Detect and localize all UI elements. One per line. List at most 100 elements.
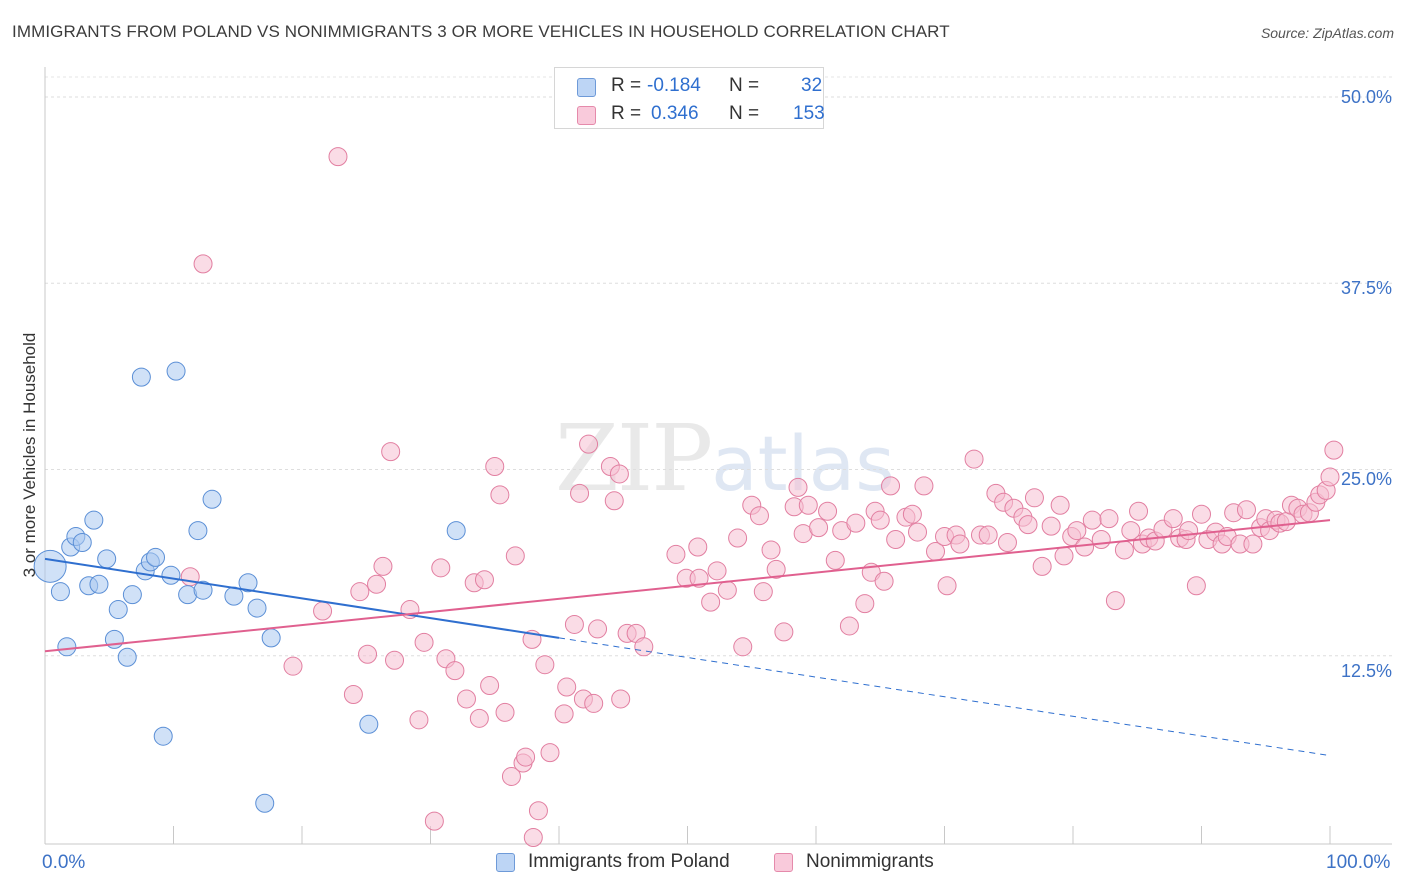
point-nonimmigrants — [1114, 540, 1134, 560]
axes — [44, 67, 1392, 845]
point-nonimmigrants — [809, 518, 829, 538]
point-nonimmigrants — [874, 571, 894, 591]
point-immigrants-from-poland — [238, 573, 258, 593]
point-nonimmigrants — [609, 464, 629, 484]
trend-line-poland — [44, 557, 560, 639]
point-nonimmigrants — [535, 655, 555, 675]
point-immigrants-from-poland — [72, 533, 92, 553]
point-nonimmigrants — [717, 580, 737, 600]
point-nonimmigrants — [766, 559, 786, 579]
point-nonimmigrants — [1236, 500, 1256, 520]
n-value-poland: 32 — [801, 75, 823, 96]
swatch-nonimmigrants — [577, 106, 596, 125]
point-immigrants-from-poland — [202, 489, 222, 509]
y-tick-label-37-5: 37.5% — [1340, 278, 1392, 298]
n-label: N = — [729, 75, 760, 96]
point-nonimmigrants — [1091, 530, 1111, 550]
point-nonimmigrants — [666, 544, 686, 564]
point-nonimmigrants — [516, 747, 536, 767]
point-nonimmigrants — [902, 504, 922, 524]
point-immigrants-from-poland — [117, 647, 137, 667]
point-nonimmigrants — [870, 510, 890, 530]
legend-label-nonimmigrants: Nonimmigrants — [806, 851, 934, 872]
point-immigrants-from-poland — [146, 547, 166, 567]
point-immigrants-from-poland — [188, 521, 208, 541]
stats-legend: R = -0.184 N = 32 R = 0.346 N = 153 — [554, 67, 825, 129]
y-tick-label-12-5: 12.5% — [1340, 661, 1392, 681]
point-nonimmigrants — [283, 656, 303, 676]
point-nonimmigrants — [501, 766, 521, 786]
point-nonimmigrants — [908, 522, 928, 542]
point-nonimmigrants — [818, 501, 838, 521]
point-nonimmigrants — [753, 582, 773, 602]
point-nonimmigrants — [1054, 546, 1074, 566]
point-nonimmigrants — [445, 661, 465, 681]
point-nonimmigrants — [1186, 576, 1206, 596]
point-nonimmigrants — [584, 693, 604, 713]
point-nonimmigrants — [1050, 495, 1070, 515]
point-nonimmigrants — [855, 594, 875, 614]
point-immigrants-from-poland — [33, 549, 67, 583]
trend-line-poland-extrapolated — [558, 637, 1331, 757]
point-nonimmigrants — [634, 637, 654, 657]
y-tick-label-25: 25.0% — [1340, 469, 1392, 489]
point-nonimmigrants — [343, 684, 363, 704]
point-nonimmigrants — [749, 506, 769, 526]
point-immigrants-from-poland — [166, 361, 186, 381]
point-nonimmigrants — [373, 556, 393, 576]
point-nonimmigrants — [728, 528, 748, 548]
series-nonimmigrants — [180, 147, 1344, 848]
point-nonimmigrants — [350, 582, 370, 602]
point-nonimmigrants — [358, 644, 378, 664]
point-nonimmigrants — [570, 483, 590, 503]
point-nonimmigrants — [1320, 467, 1340, 487]
swatch-poland — [577, 78, 596, 97]
point-nonimmigrants — [886, 530, 906, 550]
point-nonimmigrants — [881, 476, 901, 496]
point-immigrants-from-poland — [131, 367, 151, 387]
point-nonimmigrants — [1105, 591, 1125, 611]
point-nonimmigrants — [1032, 556, 1052, 576]
x-tick-label-max: 100.0% — [1326, 852, 1391, 873]
point-nonimmigrants — [480, 676, 500, 696]
legend-label-poland: Immigrants from Poland — [528, 851, 730, 872]
point-nonimmigrants — [701, 592, 721, 612]
point-nonimmigrants — [839, 616, 859, 636]
point-nonimmigrants — [1324, 440, 1344, 460]
point-nonimmigrants — [385, 650, 405, 670]
point-nonimmigrants — [611, 689, 631, 709]
point-nonimmigrants — [469, 708, 489, 728]
point-nonimmigrants — [978, 525, 998, 545]
point-nonimmigrants — [579, 434, 599, 454]
point-nonimmigrants — [761, 540, 781, 560]
point-immigrants-from-poland — [193, 580, 213, 600]
point-immigrants-from-poland — [89, 574, 109, 594]
point-nonimmigrants — [381, 442, 401, 462]
point-nonimmigrants — [588, 619, 608, 639]
point-immigrants-from-poland — [161, 565, 181, 585]
point-immigrants-from-poland — [97, 549, 117, 569]
point-nonimmigrants — [367, 574, 387, 594]
y-tick-label-50: 50.0% — [1340, 87, 1392, 107]
n-label: N = — [729, 103, 760, 124]
point-immigrants-from-poland — [359, 714, 379, 734]
point-nonimmigrants — [414, 632, 434, 652]
point-nonimmigrants — [1024, 488, 1044, 508]
point-nonimmigrants — [707, 561, 727, 581]
point-nonimmigrants — [490, 485, 510, 505]
legend-swatch-poland — [496, 853, 515, 872]
trend-line-nonimmigrants — [44, 519, 1331, 653]
point-nonimmigrants — [456, 689, 476, 709]
point-nonimmigrants — [193, 254, 213, 274]
point-nonimmigrants — [431, 558, 451, 578]
point-nonimmigrants — [495, 702, 515, 722]
x-tick-label-min: 0.0% — [42, 852, 86, 873]
point-nonimmigrants — [554, 704, 574, 724]
point-immigrants-from-poland — [50, 582, 70, 602]
point-nonimmigrants — [964, 449, 984, 469]
point-nonimmigrants — [688, 537, 708, 557]
r-label: R = — [611, 75, 642, 96]
point-immigrants-from-poland — [247, 598, 267, 618]
point-nonimmigrants — [825, 550, 845, 570]
